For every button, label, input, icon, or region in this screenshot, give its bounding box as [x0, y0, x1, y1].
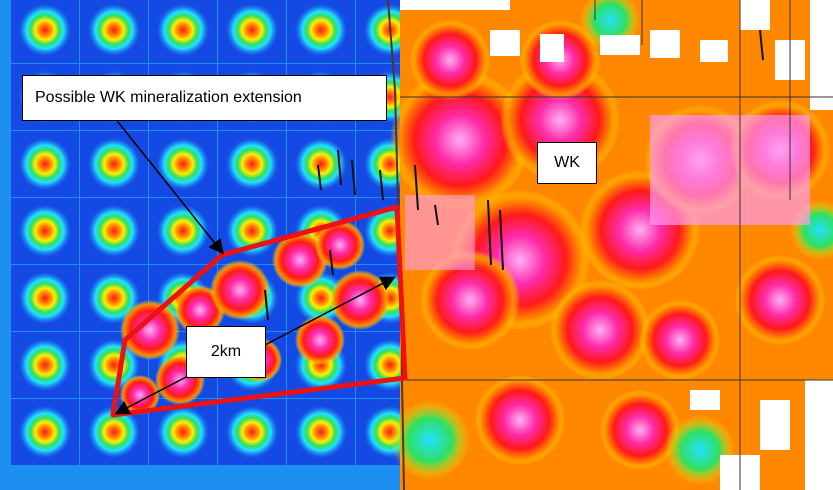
scale-arrow-left [114, 374, 191, 415]
drillhole-traces [264, 29, 764, 321]
anomaly-bullseye [19, 4, 71, 56]
drillhole-trace-icon [337, 149, 342, 186]
scale-label: 2km [186, 326, 266, 378]
drillhole-trace-icon [434, 204, 439, 226]
anomaly-hotspot [420, 250, 520, 350]
anomaly-bullseye [19, 339, 71, 391]
anomaly-bullseye [88, 339, 140, 391]
drillhole-trace-icon [351, 159, 356, 196]
anomaly-lowspot [390, 400, 470, 480]
anomaly-hotspot [410, 20, 490, 100]
anomaly-hotspot [272, 232, 328, 288]
anomaly-bullseye [157, 4, 209, 56]
anomaly-hotspot [390, 70, 530, 210]
anomaly-bullseye [19, 138, 71, 190]
drillhole-trace-icon [414, 164, 419, 211]
anomaly-hotspot [735, 255, 825, 345]
drillhole-trace-icon [317, 164, 322, 191]
anomaly-bullseye [157, 138, 209, 190]
drillhole-trace-icon [759, 29, 764, 61]
drillhole-trace-icon [264, 289, 269, 321]
anomaly-hotspot [210, 260, 270, 320]
wk-deposit-label: WK [537, 142, 597, 184]
anomaly-bullseye [19, 205, 71, 257]
anomaly-hotspot [315, 220, 365, 270]
extension-label: Possible WK mineralization extension [22, 75, 387, 121]
anomaly-bullseye [295, 406, 347, 458]
extension-outline [110, 204, 408, 418]
map-grid-lines [400, 0, 833, 490]
anomaly-hotspot [295, 315, 345, 365]
anomaly-bullseye [157, 406, 209, 458]
anomaly-bullseye [88, 138, 140, 190]
anomaly-hotspot [475, 375, 565, 465]
scale-arrow-right [264, 276, 396, 346]
anomaly-lowspot [665, 415, 735, 485]
anomaly-bullseye [295, 138, 347, 190]
anomaly-bullseye [226, 406, 278, 458]
drillhole-trace-icon [487, 199, 492, 266]
anomaly-bullseye [88, 406, 140, 458]
drillhole-trace-icon [379, 169, 384, 201]
drillhole-trace-icon [499, 209, 504, 271]
anomaly-hotspot [550, 280, 650, 380]
anomaly-hotspot [640, 300, 720, 380]
extension-callout-arrow [109, 111, 224, 255]
anomaly-bullseye [88, 4, 140, 56]
drillhole-trace-icon [329, 249, 334, 276]
anomaly-bullseye [226, 4, 278, 56]
anomaly-hotspot [120, 300, 180, 360]
anomaly-bullseye [19, 406, 71, 458]
anomaly-bullseye [226, 138, 278, 190]
anomaly-bullseye [19, 272, 71, 324]
anomaly-bullseye [88, 205, 140, 257]
anomaly-bullseye [157, 205, 209, 257]
anomaly-hotspot [330, 270, 390, 330]
anomaly-bullseye [295, 4, 347, 56]
anomaly-hotspot [600, 390, 680, 470]
